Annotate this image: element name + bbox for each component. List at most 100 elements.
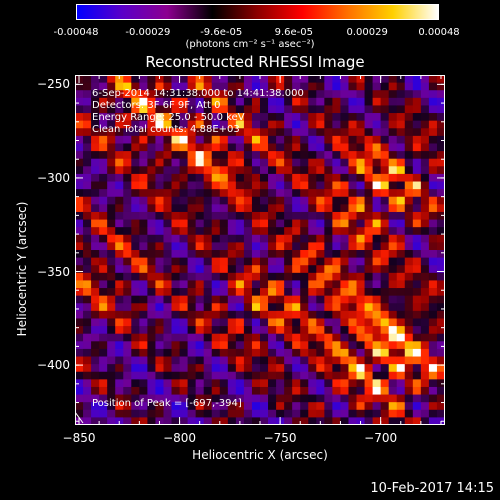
heatmap-cell: [123, 257, 132, 266]
heatmap-cell: [436, 333, 445, 342]
heatmap-cell: [316, 386, 325, 395]
heatmap-cell: [380, 280, 390, 289]
heatmap-cell: [147, 82, 156, 91]
heatmap-cell: [99, 135, 108, 144]
heatmap-cell: [203, 90, 213, 99]
heatmap-cell: [388, 82, 398, 91]
heatmap-cell: [219, 303, 229, 312]
heatmap-cell: [420, 386, 430, 395]
heatmap-cell: [396, 105, 406, 114]
heatmap-cell: [171, 181, 180, 190]
heatmap-cell: [412, 113, 422, 122]
heatmap-cell: [203, 295, 213, 304]
heatmap-cell: [428, 257, 438, 266]
heatmap-cell: [163, 128, 172, 137]
heatmap-cell: [372, 75, 382, 84]
heatmap-cell: [276, 158, 285, 167]
heatmap-cell: [364, 242, 374, 251]
heatmap-cell: [276, 242, 285, 251]
heatmap-cell: [308, 371, 317, 380]
heatmap-cell: [211, 204, 221, 213]
heatmap-cell: [332, 364, 341, 373]
heatmap-cell: [163, 295, 172, 304]
heatmap-cell: [243, 166, 253, 175]
heatmap-cell: [131, 181, 140, 190]
heatmap-cell: [179, 265, 189, 274]
heatmap-cell: [412, 135, 422, 144]
heatmap-cell: [372, 219, 382, 228]
heatmap-cell: [292, 295, 301, 304]
heatmap-cell: [195, 379, 205, 388]
heatmap-cell: [155, 310, 164, 319]
heatmap-cell: [203, 196, 213, 205]
heatmap-cell: [340, 234, 349, 243]
heatmap-cell: [187, 181, 197, 190]
heatmap-cell: [268, 128, 277, 137]
heatmap-cell: [235, 310, 245, 319]
heatmap-cell: [211, 318, 221, 327]
heatmap-cell: [348, 113, 357, 122]
heatmap-cell: [203, 204, 213, 213]
heatmap-cell: [211, 181, 221, 190]
heatmap-cell: [107, 90, 116, 99]
heatmap-cell: [99, 113, 108, 122]
heatmap-cell: [364, 82, 374, 91]
heatmap-cell: [388, 242, 398, 251]
heatmap-cell: [203, 105, 213, 114]
heatmap-cell: [147, 364, 156, 373]
heatmap-cell: [235, 227, 245, 236]
heatmap-cell: [316, 151, 325, 160]
heatmap-cell: [364, 97, 374, 106]
heatmap-cell: [420, 364, 430, 373]
heatmap-cell: [436, 105, 445, 114]
heatmap-cell: [115, 82, 124, 91]
heatmap-cell: [123, 158, 132, 167]
heatmap-cell: [203, 417, 213, 425]
heatmap-cell: [436, 143, 445, 152]
heatmap-cell: [356, 75, 365, 84]
heatmap-cell: [99, 204, 108, 213]
heatmap-cell: [107, 211, 116, 220]
heatmap-cell: [163, 75, 172, 84]
heatmap-cell: [131, 272, 140, 281]
heatmap-cell: [203, 120, 213, 129]
heatmap-cell: [332, 166, 341, 175]
heatmap-cell: [436, 318, 445, 327]
heatmap-cell: [396, 75, 406, 84]
heatmap-cell: [147, 113, 156, 122]
heatmap-cell: [428, 356, 438, 365]
heatmap-cell: [300, 234, 309, 243]
heatmap-cell: [356, 135, 365, 144]
heatmap-cell: [292, 326, 301, 335]
heatmap-cell: [300, 250, 309, 259]
heatmap-cell: [428, 417, 438, 425]
heatmap-cell: [372, 409, 382, 418]
heatmap-cell: [372, 196, 382, 205]
heatmap-cell: [340, 227, 349, 236]
heatmap-cell: [292, 242, 301, 251]
heatmap-cell: [308, 257, 317, 266]
heatmap-cell: [179, 242, 189, 251]
heatmap-cell: [388, 234, 398, 243]
heatmap-cell: [316, 120, 325, 129]
heatmap-cell: [284, 402, 293, 411]
heatmap-cell: [219, 394, 229, 403]
heatmap-cell: [380, 90, 390, 99]
heatmap-cell: [260, 181, 269, 190]
heatmap-cell: [131, 341, 140, 350]
heatmap-cell: [235, 333, 245, 342]
heatmap-cell: [75, 143, 84, 152]
heatmap-cell: [348, 234, 357, 243]
heatmap-cell: [420, 356, 430, 365]
heatmap-cell: [388, 265, 398, 274]
heatmap-cell: [235, 128, 245, 137]
heatmap-cell: [227, 113, 237, 122]
heatmap-cell: [436, 341, 445, 350]
heatmap-cell: [388, 386, 398, 395]
heatmap-cell: [235, 75, 245, 84]
heatmap-cell: [332, 82, 341, 91]
annotation-detectors: Detectors: 3F 6F 9F, Att 0: [92, 100, 221, 111]
heatmap-cell: [107, 189, 116, 198]
heatmap-cell: [107, 310, 116, 319]
heatmap-cell: [123, 189, 132, 198]
